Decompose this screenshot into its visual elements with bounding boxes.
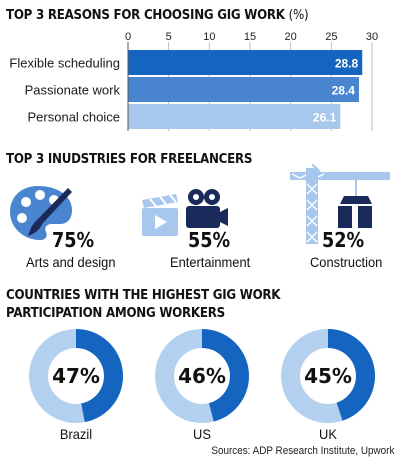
donut-us-label: US (193, 426, 211, 442)
reasons-title-text: TOP 3 REASONS FOR CHOOSING GIG WORK (6, 7, 285, 23)
industry-arts-label: Arts and design (26, 254, 116, 270)
donut-chart-uk (281, 329, 375, 423)
donut-brazil-label: Brazil (59, 426, 93, 442)
donut-slice (328, 329, 375, 421)
data-label: 28.4 (332, 84, 356, 98)
countries-title-line1: COUNTRIES WITH THE HIGHEST GIG WORK (6, 287, 281, 303)
industry-construction: 52% Construction (280, 160, 400, 274)
donut-chart-us (155, 329, 249, 423)
data-label: 28.8 (335, 57, 359, 71)
donut-slice (202, 329, 249, 422)
reasons-title: TOP 3 REASONS FOR CHOOSING GIG WORK (%) (6, 6, 309, 24)
donut-uk-label: UK (319, 426, 337, 442)
x-tick-label: 10 (203, 31, 215, 43)
x-tick-label: 5 (166, 31, 172, 43)
donut-uk: 45% UK (278, 326, 378, 442)
industry-construction-pct: 52% (322, 228, 365, 252)
category-label: Personal choice (28, 110, 121, 125)
industry-arts-pct: 75% (52, 228, 95, 252)
industry-entertainment: 55% Entertainment (140, 174, 270, 274)
donut-brazil-pct: 47% (52, 364, 100, 388)
donut-slice (76, 329, 123, 423)
film-camera-icon (142, 189, 228, 236)
donut-chart-brazil (29, 329, 123, 423)
x-tick-label: 25 (325, 31, 337, 43)
x-tick-label: 30 (366, 31, 378, 43)
donut-us-pct: 46% (178, 364, 226, 388)
donut-us: 46% US (152, 326, 252, 442)
donut-uk-pct: 45% (304, 364, 352, 388)
palette-brush-icon (10, 186, 72, 240)
x-tick-label: 20 (285, 31, 297, 43)
data-label: 26.1 (313, 111, 337, 125)
industry-arts: 75% Arts and design (0, 174, 130, 274)
category-label: Passionate work (25, 83, 121, 98)
reasons-title-unit: (%) (288, 7, 309, 23)
x-tick-label: 15 (244, 31, 256, 43)
industries-title: TOP 3 INUDSTRIES FOR FREELANCERS (6, 151, 253, 167)
category-label: Flexible scheduling (9, 56, 120, 71)
countries-title-line2: PARTICIPATION AMONG WORKERS (6, 305, 225, 321)
reasons-bar-chart: 0 5 10 15 20 25 30 Flexible scheduling 28.8 Passi… (9, 31, 378, 131)
bar (128, 50, 363, 75)
donut-brazil: 47% Brazil (26, 326, 126, 442)
sources-note: Sources: ADP Research Institute, Upwork (210, 445, 394, 457)
bar (128, 77, 359, 102)
industry-construction-label: Construction (310, 254, 383, 270)
industry-entertainment-label: Entertainment (170, 254, 251, 270)
x-tick-label: 0 (125, 31, 131, 43)
construction-crane-icon (290, 164, 390, 244)
industry-entertainment-pct: 55% (188, 228, 231, 252)
bar (128, 104, 341, 129)
